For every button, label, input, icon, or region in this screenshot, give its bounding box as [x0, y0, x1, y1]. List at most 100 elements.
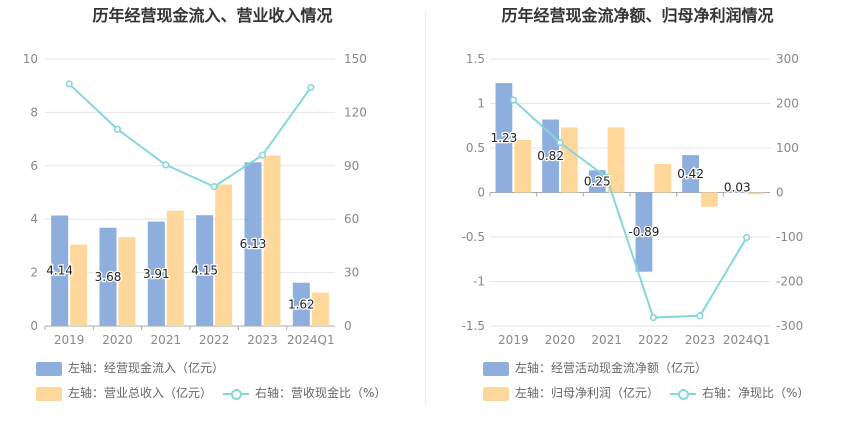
left-axis-tick-label: 4 [30, 212, 38, 226]
bar-series2 [166, 210, 184, 326]
chart-panel-cashflow-revenue: 历年经营现金流入、营业收入情况 0 2 4 6 8 10 0 30 60 90 120 150 2019… [23, 6, 386, 401]
left-axis-tick-label: 8 [30, 105, 38, 119]
right-axis-tick-label: -200 [776, 275, 803, 289]
line-point [649, 313, 657, 322]
legend-item-bar2[interactable]: 左轴：营业总收入（亿元） [36, 384, 212, 401]
right-axis-tick-label: -100 [776, 230, 803, 244]
legend-item-bar1[interactable]: 左轴：经营现金流入（亿元） [36, 359, 224, 376]
legend-line-icon [670, 387, 696, 401]
bar-data-label: -0.89 [628, 225, 659, 239]
legend-line-icon [223, 387, 249, 401]
bar-data-label: 3.68 [95, 270, 122, 284]
bar-series2 [263, 155, 281, 326]
right-axis-tick-label: 0 [344, 319, 352, 333]
panel-divider [425, 10, 426, 405]
bar-series2 [654, 164, 672, 193]
line-point [210, 183, 218, 191]
bar-series2 [561, 127, 578, 193]
chart-plot-area: 0 2 4 6 8 10 0 30 60 90 120 150 2019 2020 2021 2022 2023… [23, 52, 367, 347]
x-axis-tick-label: 2021 [591, 333, 622, 347]
bar-series1 [682, 155, 699, 193]
legend-item-line[interactable]: 右轴：净现比（%） [670, 384, 809, 401]
left-axis-tick-label: 0.5 [466, 141, 485, 155]
bar-series1 [147, 221, 165, 326]
bar-series2 [607, 127, 625, 193]
legend-item-line[interactable]: 右轴：营收现金比（%） [223, 384, 386, 401]
bar-data-label: 0.25 [584, 174, 611, 188]
bar-series1 [728, 189, 746, 193]
line-series [512, 99, 748, 319]
left-axis-tick-label: 0 [477, 186, 485, 200]
bar-series2 [701, 192, 718, 207]
left-axis-tick-label: 2 [30, 266, 38, 280]
bar-series1 [244, 162, 262, 326]
chart-plot-area: -1.5 -1 -0.5 0 0.5 1 1.5 -300 -200 -100 0 100 200 300… [462, 52, 804, 347]
bar-data-label: 4.15 [191, 264, 218, 278]
bar-series2 [215, 184, 233, 326]
right-axis-tick-label: 300 [776, 52, 799, 66]
x-axis-tick-label: 2019 [498, 333, 529, 347]
legend-item-bar2[interactable]: 左轴：归母净利润（亿元） [483, 384, 659, 401]
left-axis-tick-label: 10 [23, 52, 38, 66]
right-axis-tick-label: -300 [776, 319, 803, 333]
bar-series1 [495, 83, 513, 193]
x-axis-tick-label: 2019 [54, 333, 85, 347]
right-axis-tick-label: 0 [776, 186, 784, 200]
bar-data-label: 6.13 [240, 237, 267, 251]
bar-data-label: 1.62 [288, 297, 315, 311]
left-axis-tick-label: -1 [473, 275, 485, 289]
line-point [65, 80, 73, 88]
chart-panel-netcash-profit: 历年经营现金流净额、归母净利润情况 -1.5 -1 -0.5 0 0.5 1 1.5 -300… [425, 0, 850, 437]
bar-series2 [747, 192, 765, 195]
right-axis-tick-label: 100 [776, 141, 799, 155]
legend-label: 左轴：经营现金流入（亿元） [68, 361, 225, 375]
left-axis-tick-label: 1.5 [466, 52, 485, 66]
bar-data-label: 4.14 [46, 264, 73, 278]
bar-series1 [51, 215, 69, 326]
left-axis-tick-label: 0 [30, 319, 38, 333]
legend-label: 左轴：经营活动现金流净额（亿元） [515, 361, 708, 375]
right-axis-tick-label: 90 [344, 159, 359, 173]
legend-swatch-orange [483, 386, 509, 401]
right-axis-tick-label: 120 [344, 105, 367, 119]
x-axis-tick-label: 2023 [685, 333, 716, 347]
line-point [603, 173, 611, 181]
x-axis-tick-label: 2021 [151, 333, 182, 347]
legend-label: 左轴：归母净利润（亿元） [515, 386, 660, 400]
bar-data-label: 1.23 [491, 131, 518, 145]
left-axis-tick-label: 1 [477, 97, 485, 111]
x-axis-tick-label: 2024Q1 [723, 333, 771, 347]
legend-label: 左轴：营业总收入（亿元） [68, 386, 213, 400]
bar-series1 [99, 227, 117, 326]
bar-data-label: 0.03 [724, 181, 751, 195]
left-axis-tick-label: -0.5 [462, 230, 485, 244]
right-axis-tick-label: 150 [344, 52, 367, 66]
legend-swatch-orange [36, 386, 62, 401]
bar-series1 [292, 282, 310, 326]
bar-data-label: 0.82 [537, 149, 564, 163]
bar-series1 [588, 170, 606, 193]
bar-series1 [196, 215, 214, 326]
bar-series2 [514, 139, 532, 193]
bar-series1 [635, 192, 653, 272]
bar-series2 [70, 244, 88, 326]
left-axis-tick-label: 6 [30, 159, 38, 173]
line-point [258, 151, 267, 159]
right-axis-tick-label: 200 [776, 97, 799, 111]
line-point [162, 161, 170, 169]
legend-item-bar1[interactable]: 左轴：经营活动现金流净额（亿元） [483, 359, 707, 376]
bar-series2 [311, 292, 329, 326]
bar-data-label: 3.91 [143, 267, 170, 281]
right-axis-tick-label: 60 [344, 212, 359, 226]
legend-swatch-blue [36, 361, 62, 376]
x-axis-tick-label: 2020 [545, 333, 576, 347]
bar-series2 [118, 237, 136, 326]
legend-label: 右轴：营收现金比（%） [255, 386, 387, 400]
legend-label: 右轴：净现比（%） [702, 386, 810, 400]
bar-data-label: 0.42 [677, 167, 704, 181]
line-point [743, 233, 751, 242]
right-axis-tick-label: 30 [344, 266, 359, 280]
chart-title: 历年经营现金流入、营业收入情况 [92, 6, 333, 25]
line-point [696, 312, 704, 320]
line-series [68, 83, 312, 188]
